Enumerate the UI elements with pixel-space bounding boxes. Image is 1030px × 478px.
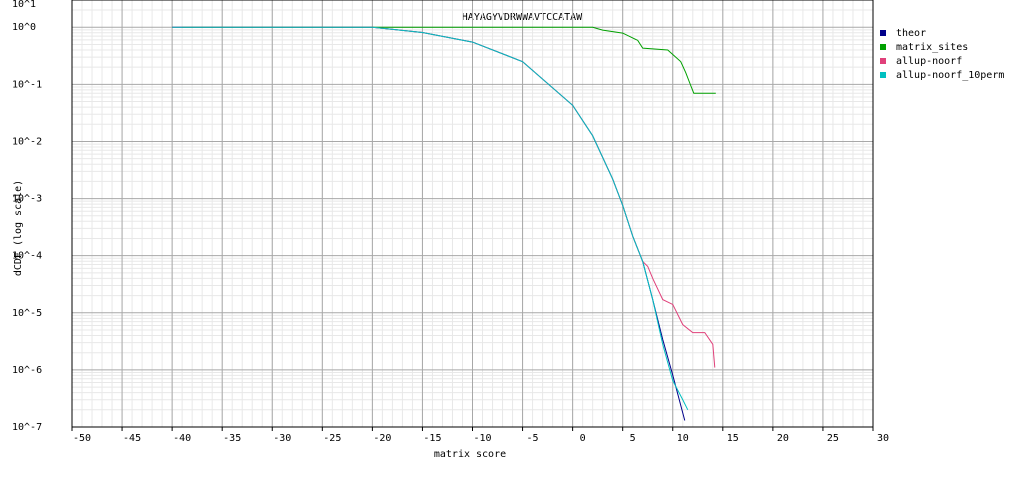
x-tick-label: 5 <box>630 433 636 444</box>
legend-label: theor <box>896 28 926 39</box>
x-tick-label: -30 <box>273 433 291 444</box>
x-tick-label: 25 <box>827 433 839 444</box>
legend-label: allup-noorf <box>896 56 962 67</box>
series-line <box>172 26 716 368</box>
legend-marker <box>880 30 886 36</box>
y-tick-label: 10^1 <box>12 0 36 10</box>
x-tick-label: -25 <box>323 433 341 444</box>
y-axis-label: dCDF (log scale) <box>13 180 24 276</box>
legend-marker <box>880 44 886 50</box>
y-tick-label: 10^-7 <box>12 422 42 433</box>
y-tick-label: 10^-1 <box>12 79 42 90</box>
legend-marker <box>880 72 886 78</box>
x-axis-label: matrix score <box>434 449 506 460</box>
x-tick-label: 10 <box>677 433 689 444</box>
y-tick-label: 10^-6 <box>12 365 42 376</box>
y-tick-label: 10^-3 <box>12 194 42 205</box>
x-tick-label: 15 <box>727 433 739 444</box>
x-tick-label: 30 <box>877 433 889 444</box>
x-tick-label: -10 <box>473 433 491 444</box>
y-tick-label: 10^0 <box>12 22 36 33</box>
series-line <box>172 26 686 421</box>
legend-marker <box>880 58 886 64</box>
x-tick-label: -35 <box>223 433 241 444</box>
series-line <box>182 26 716 94</box>
y-tick-label: 10^-5 <box>12 308 42 319</box>
x-tick-label: -20 <box>373 433 391 444</box>
x-tick-label: -5 <box>527 433 539 444</box>
legend-label: allup-noorf_10perm <box>896 70 1004 81</box>
series-line <box>172 26 689 411</box>
y-tick-label: 10^-2 <box>12 136 42 147</box>
legend-label: matrix_sites <box>896 42 968 53</box>
plot-frame <box>71 0 874 428</box>
x-tick-label: -15 <box>423 433 441 444</box>
x-tick-label: -45 <box>123 433 141 444</box>
x-tick-label: -40 <box>173 433 191 444</box>
x-tick-label: 20 <box>777 433 789 444</box>
x-tick-label: 0 <box>580 433 586 444</box>
x-tick-label: -50 <box>73 433 91 444</box>
y-tick-label: 10^-4 <box>12 251 42 262</box>
